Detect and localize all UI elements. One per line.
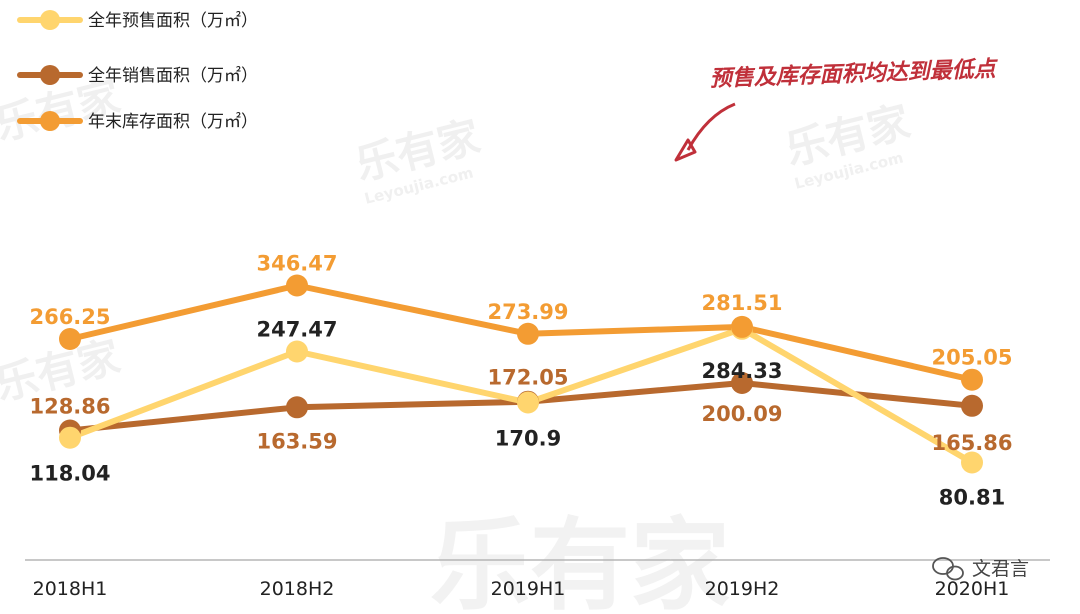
legend: 全年预售面积（万㎡） 全年销售面积（万㎡） 年末库存面积（万㎡） bbox=[17, 10, 258, 132]
x-tick-label: 2018H2 bbox=[260, 578, 335, 600]
data-point bbox=[286, 340, 308, 363]
data-point bbox=[731, 315, 753, 338]
data-point bbox=[286, 274, 308, 297]
data-labels: 118.04 247.47 170.9 284.33 80.81 128.86 163.59… bbox=[29, 252, 1012, 510]
x-axis-ticks: 2018H1 2018H2 2019H1 2019H2 2020H1 bbox=[33, 578, 1010, 600]
data-label: 165.86 bbox=[931, 431, 1012, 455]
x-tick-label: 2020H1 bbox=[935, 578, 1010, 600]
source-text: 文君言 bbox=[972, 558, 1029, 580]
data-label: 273.99 bbox=[487, 300, 568, 324]
data-label: 281.51 bbox=[701, 291, 782, 315]
data-label: 200.09 bbox=[701, 402, 782, 426]
data-point bbox=[961, 368, 983, 391]
x-tick-label: 2019H2 bbox=[705, 578, 780, 600]
data-point bbox=[517, 391, 539, 414]
footer-source: 文君言 bbox=[932, 557, 1029, 581]
legend-label: 年末库存面积（万㎡） bbox=[88, 112, 258, 132]
annotation-text: 预售及库存面积均达到最低点 bbox=[709, 56, 999, 92]
data-point bbox=[286, 396, 308, 419]
data-label: 205.05 bbox=[931, 346, 1012, 370]
x-tick-label: 2019H1 bbox=[491, 578, 566, 600]
data-point bbox=[59, 328, 81, 350]
x-tick-label: 2018H1 bbox=[33, 578, 108, 600]
annotation-arrow-head bbox=[674, 138, 697, 162]
data-label: 172.05 bbox=[487, 366, 568, 390]
data-label: 80.81 bbox=[939, 486, 1005, 510]
watermark-layer: 乐有家 Leyoujia.com 乐有家 Leyoujia.com 乐有家 乐有… bbox=[0, 72, 915, 614]
data-point bbox=[59, 426, 81, 449]
data-label: 266.25 bbox=[29, 305, 110, 329]
legend-item: 全年销售面积（万㎡） bbox=[17, 65, 258, 86]
data-point bbox=[961, 394, 983, 417]
data-label: 163.59 bbox=[256, 429, 337, 453]
legend-item: 全年预售面积（万㎡） bbox=[17, 10, 258, 31]
legend-label: 全年销售面积（万㎡） bbox=[88, 66, 258, 86]
data-label: 128.86 bbox=[29, 395, 110, 419]
data-point bbox=[731, 372, 753, 394]
data-label: 118.04 bbox=[29, 462, 110, 486]
data-label: 346.47 bbox=[256, 252, 337, 276]
legend-item: 年末库存面积（万㎡） bbox=[17, 111, 258, 132]
data-point bbox=[961, 451, 983, 474]
annotation-arrow bbox=[686, 102, 736, 151]
data-label: 284.33 bbox=[701, 359, 782, 383]
legend-label: 全年预售面积（万㎡） bbox=[88, 11, 258, 31]
data-point bbox=[517, 322, 539, 345]
data-label: 170.9 bbox=[495, 427, 561, 451]
series-markers bbox=[59, 274, 983, 474]
data-label: 247.47 bbox=[256, 318, 337, 342]
wechat-icon bbox=[932, 557, 964, 581]
